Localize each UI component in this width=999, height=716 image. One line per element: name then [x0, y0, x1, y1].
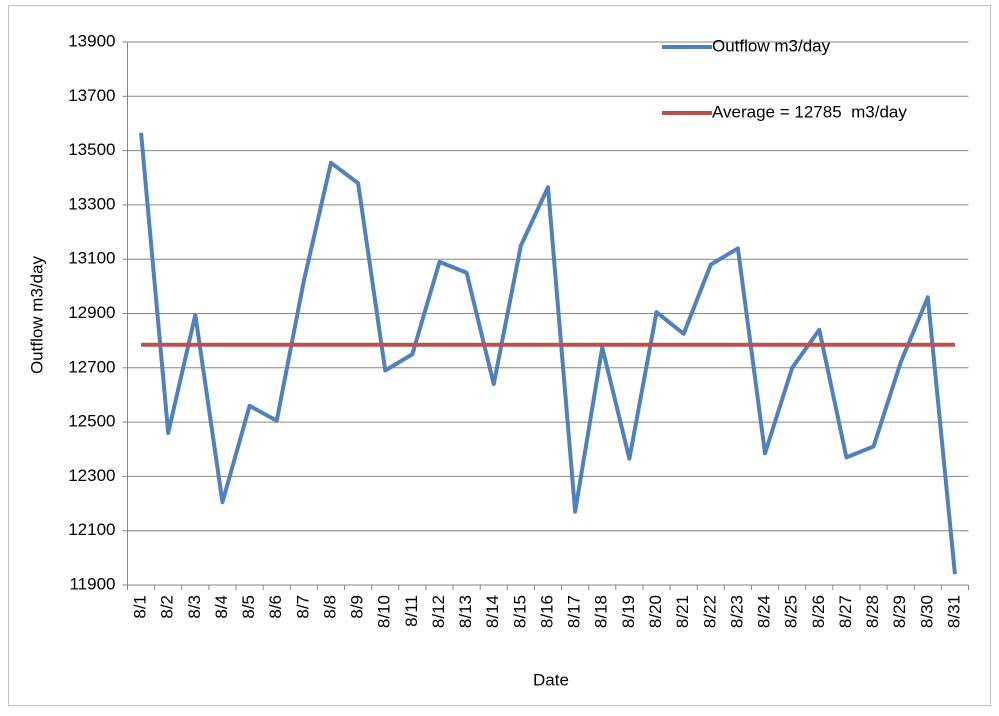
x-tick-label: 8/2 — [158, 595, 177, 619]
x-tick-label: 8/19 — [619, 595, 638, 628]
x-tick-label: 8/1 — [131, 595, 150, 619]
x-tick-label: 8/8 — [320, 595, 339, 619]
x-tick-label: 8/9 — [348, 595, 367, 619]
x-tick-label: 8/21 — [673, 595, 692, 628]
series-line — [139, 132, 957, 575]
x-tick-label: 8/5 — [239, 595, 258, 619]
x-tick-label: 8/22 — [700, 595, 719, 628]
x-tick-label: 8/16 — [537, 595, 556, 628]
y-tick-label: 12100 — [68, 520, 115, 539]
legend-label: Average = 12785 m3/day — [712, 102, 907, 121]
x-tick-label: 8/17 — [565, 595, 584, 628]
x-tick-label: 8/30 — [917, 595, 936, 628]
x-tick-label: 8/3 — [185, 595, 204, 619]
y-axis-title: Outflow m3/day — [27, 255, 46, 374]
x-tick-label: 8/14 — [483, 595, 502, 628]
x-tick-label: 8/11 — [402, 595, 421, 627]
x-tick-label: 8/28 — [863, 595, 882, 628]
y-tick-label: 12700 — [68, 357, 115, 376]
x-tick-label: 8/31 — [944, 595, 963, 628]
y-tick-label: 12900 — [68, 303, 115, 322]
x-tick-label: 8/25 — [782, 595, 801, 628]
x-tick-label: 8/18 — [592, 595, 611, 628]
x-tick-label: 8/12 — [429, 595, 448, 628]
x-tick-label: 8/4 — [212, 595, 231, 619]
y-tick-label: 13100 — [68, 249, 115, 268]
y-tick-label: 13700 — [68, 86, 115, 105]
x-tick-label: 8/24 — [755, 595, 774, 628]
y-tick-label: 11900 — [69, 574, 115, 593]
x-tick-label: 8/7 — [293, 595, 312, 619]
y-tick-label: 13500 — [68, 140, 115, 159]
legend-label: Outflow m3/day — [712, 36, 831, 55]
y-tick-label: 12500 — [68, 412, 115, 431]
x-tick-label: 8/27 — [836, 595, 855, 628]
x-tick-label: 8/29 — [890, 595, 909, 628]
x-tick-label: 8/10 — [375, 595, 394, 628]
x-tick-label: 8/20 — [646, 595, 665, 628]
x-tick-label: 8/6 — [266, 595, 285, 619]
x-tick-label: 8/13 — [456, 595, 475, 628]
x-axis-title: Date — [533, 670, 569, 689]
y-tick-label: 13900 — [68, 31, 115, 50]
x-tick-label: 8/26 — [809, 595, 828, 628]
x-tick-label: 8/23 — [727, 595, 746, 628]
x-tick-label: 8/15 — [510, 595, 529, 628]
y-tick-label: 12300 — [68, 466, 115, 485]
y-tick-label: 13300 — [68, 194, 115, 213]
